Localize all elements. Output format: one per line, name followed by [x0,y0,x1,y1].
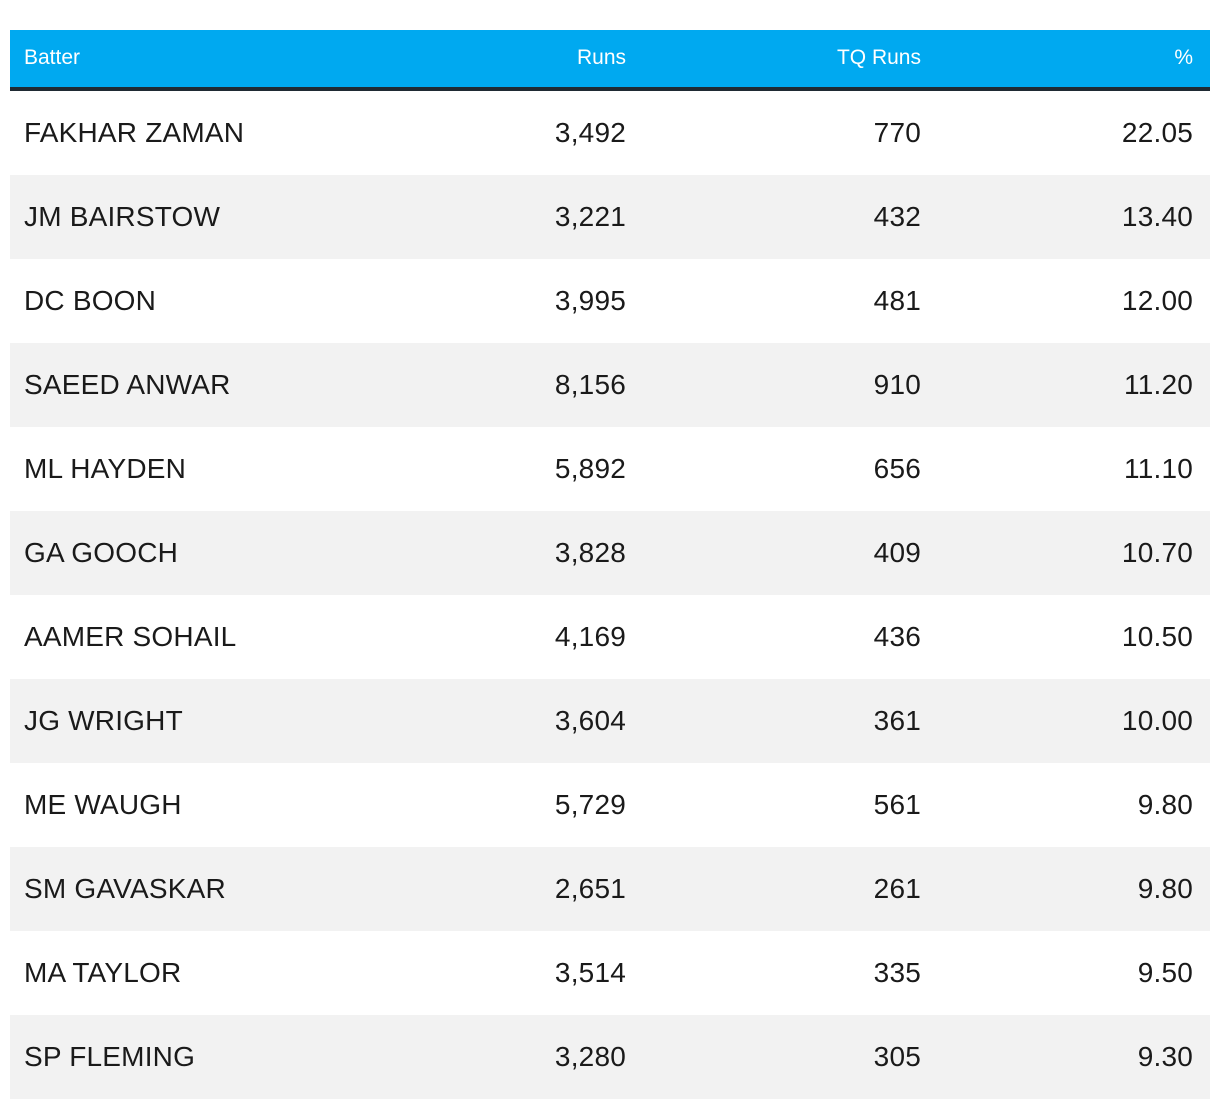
batter-name: AAMER SOHAIL [24,621,237,652]
table-row: JM BAIRSTOW 3,221 432 13.40 [10,175,1210,259]
percent-value: 11.10 [1124,453,1193,484]
column-header-tq-runs[interactable]: TQ Runs [836,45,921,69]
batter-name: FAKHAR ZAMAN [24,117,245,148]
table-row: MA TAYLOR 3,514 335 9.50 [10,931,1210,1015]
runs-value: 8,156 [554,369,626,400]
tq-runs-value: 432 [873,201,921,232]
tq-runs-value: 261 [873,873,921,904]
tq-runs-value: 910 [873,369,921,400]
batting-table: Batter Runs TQ Runs % FAKHAR ZAMAN 3,492… [10,30,1210,1099]
column-header-runs[interactable]: Runs [576,45,626,69]
column-header-batter[interactable]: Batter [24,45,81,69]
batter-name: SAEED ANWAR [24,369,231,400]
table-row: SP FLEMING 3,280 305 9.30 [10,1015,1210,1099]
percent-value: 9.80 [1137,873,1193,904]
table-row: ME WAUGH 5,729 561 9.80 [10,763,1210,847]
batter-name: JM BAIRSTOW [24,201,221,232]
tq-runs-value: 305 [873,1041,921,1072]
runs-value: 3,604 [554,705,626,736]
tq-runs-value: 335 [873,957,921,988]
runs-value: 3,221 [554,201,626,232]
percent-value: 9.80 [1137,789,1193,820]
table-row: SM GAVASKAR 2,651 261 9.80 [10,847,1210,931]
table-row: ML HAYDEN 5,892 656 11.10 [10,427,1210,511]
table-row: SAEED ANWAR 8,156 910 11.20 [10,343,1210,427]
tq-runs-value: 770 [873,117,921,148]
percent-value: 12.00 [1121,285,1193,316]
percent-value: 10.00 [1121,705,1193,736]
percent-value: 9.30 [1137,1041,1193,1072]
column-header-percent[interactable]: % [1174,45,1193,69]
tq-runs-value: 481 [873,285,921,316]
batter-name: ME WAUGH [24,789,182,820]
runs-value: 3,492 [554,117,626,148]
batter-name: GA GOOCH [24,537,179,568]
tq-runs-value: 361 [873,705,921,736]
runs-value: 3,995 [554,285,626,316]
tq-runs-value: 561 [873,789,921,820]
batter-name: JG WRIGHT [24,705,183,736]
batter-name: SM GAVASKAR [24,873,226,904]
percent-value: 10.50 [1121,621,1193,652]
runs-value: 3,514 [554,957,626,988]
percent-value: 10.70 [1121,537,1193,568]
table-row: DC BOON 3,995 481 12.00 [10,259,1210,343]
table-row: AAMER SOHAIL 4,169 436 10.50 [10,595,1210,679]
percent-value: 13.40 [1121,201,1193,232]
tq-runs-value: 656 [873,453,921,484]
table-row: GA GOOCH 3,828 409 10.70 [10,511,1210,595]
runs-value: 3,828 [554,537,626,568]
runs-value: 4,169 [554,621,626,652]
table-row: JG WRIGHT 3,604 361 10.00 [10,679,1210,763]
runs-value: 5,892 [554,453,626,484]
tq-runs-value: 409 [873,537,921,568]
table-header-row: Batter Runs TQ Runs % [10,30,1210,91]
percent-value: 22.05 [1121,117,1193,148]
runs-value: 3,280 [554,1041,626,1072]
batter-name: ML HAYDEN [24,453,187,484]
percent-value: 9.50 [1137,957,1193,988]
batter-name: SP FLEMING [24,1041,196,1072]
batter-name: MA TAYLOR [24,957,182,988]
table-row: FAKHAR ZAMAN 3,492 770 22.05 [10,91,1210,175]
batter-name: DC BOON [24,285,157,316]
tq-runs-value: 436 [873,621,921,652]
runs-value: 2,651 [554,873,626,904]
runs-value: 5,729 [554,789,626,820]
percent-value: 11.20 [1124,369,1193,400]
